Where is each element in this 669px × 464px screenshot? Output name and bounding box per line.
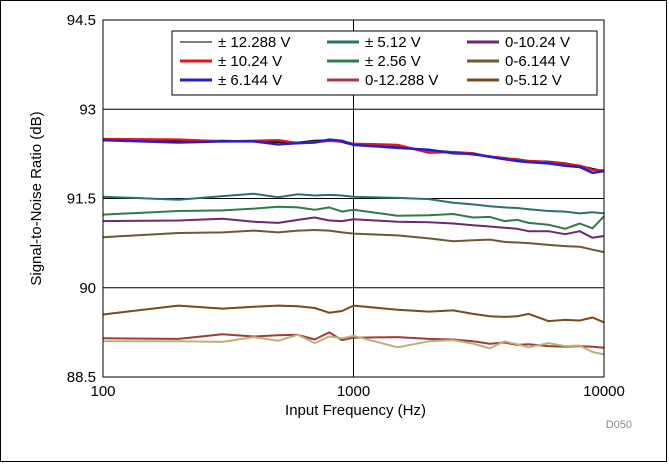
plot-border (102, 19, 605, 378)
x-tick-label: 100 (90, 383, 115, 400)
legend: ± 12.288 V ± 10.24 V ± 6.144 V ± 5.12 V ± 2.… (171, 30, 598, 96)
legend-label: ± 10.24 V (218, 53, 282, 70)
series-line-3 (102, 192, 605, 215)
series-line-4 (102, 205, 605, 230)
legend-label: ± 2.56 V (365, 53, 421, 70)
y-tick-label: 94.5 (67, 12, 96, 29)
legend-label: 0-10.24 V (505, 34, 570, 51)
x-axis-label: Input Frequency (Hz) (285, 402, 426, 419)
series-line-6 (102, 216, 605, 239)
y-axis-label: Signal-to-Noise Ratio (dB) (28, 111, 45, 285)
series-line-7 (102, 229, 605, 254)
x-tick-label: 1000 (337, 383, 370, 400)
x-tick-labels: 100 1000 10000 (90, 383, 624, 400)
series-line-9 (103, 333, 605, 356)
series-lines (102, 137, 605, 356)
y-tick-label: 90 (79, 280, 96, 297)
legend-label: 0-12.288 V (365, 72, 438, 89)
legend-label: ± 6.144 V (218, 72, 282, 89)
y-tick-labels: 88.5 90 91.5 93 94.5 (67, 12, 96, 386)
series-line-1 (102, 137, 605, 172)
y-tick-label: 93 (79, 101, 96, 118)
figure-code: D050 (606, 419, 632, 431)
x-tick-label: 10000 (583, 383, 625, 400)
series-line-8 (102, 304, 605, 324)
y-tick-label: 91.5 (67, 191, 96, 208)
y-tick-label: 88.5 (67, 369, 96, 386)
series-line-5 (102, 331, 605, 349)
legend-box (171, 30, 598, 96)
legend-label: 0-5.12 V (505, 72, 562, 89)
legend-label: ± 5.12 V (365, 34, 421, 51)
legend-label: 0-6.144 V (505, 53, 570, 70)
series-line-2 (102, 138, 605, 175)
legend-label: ± 12.288 V (218, 34, 290, 51)
